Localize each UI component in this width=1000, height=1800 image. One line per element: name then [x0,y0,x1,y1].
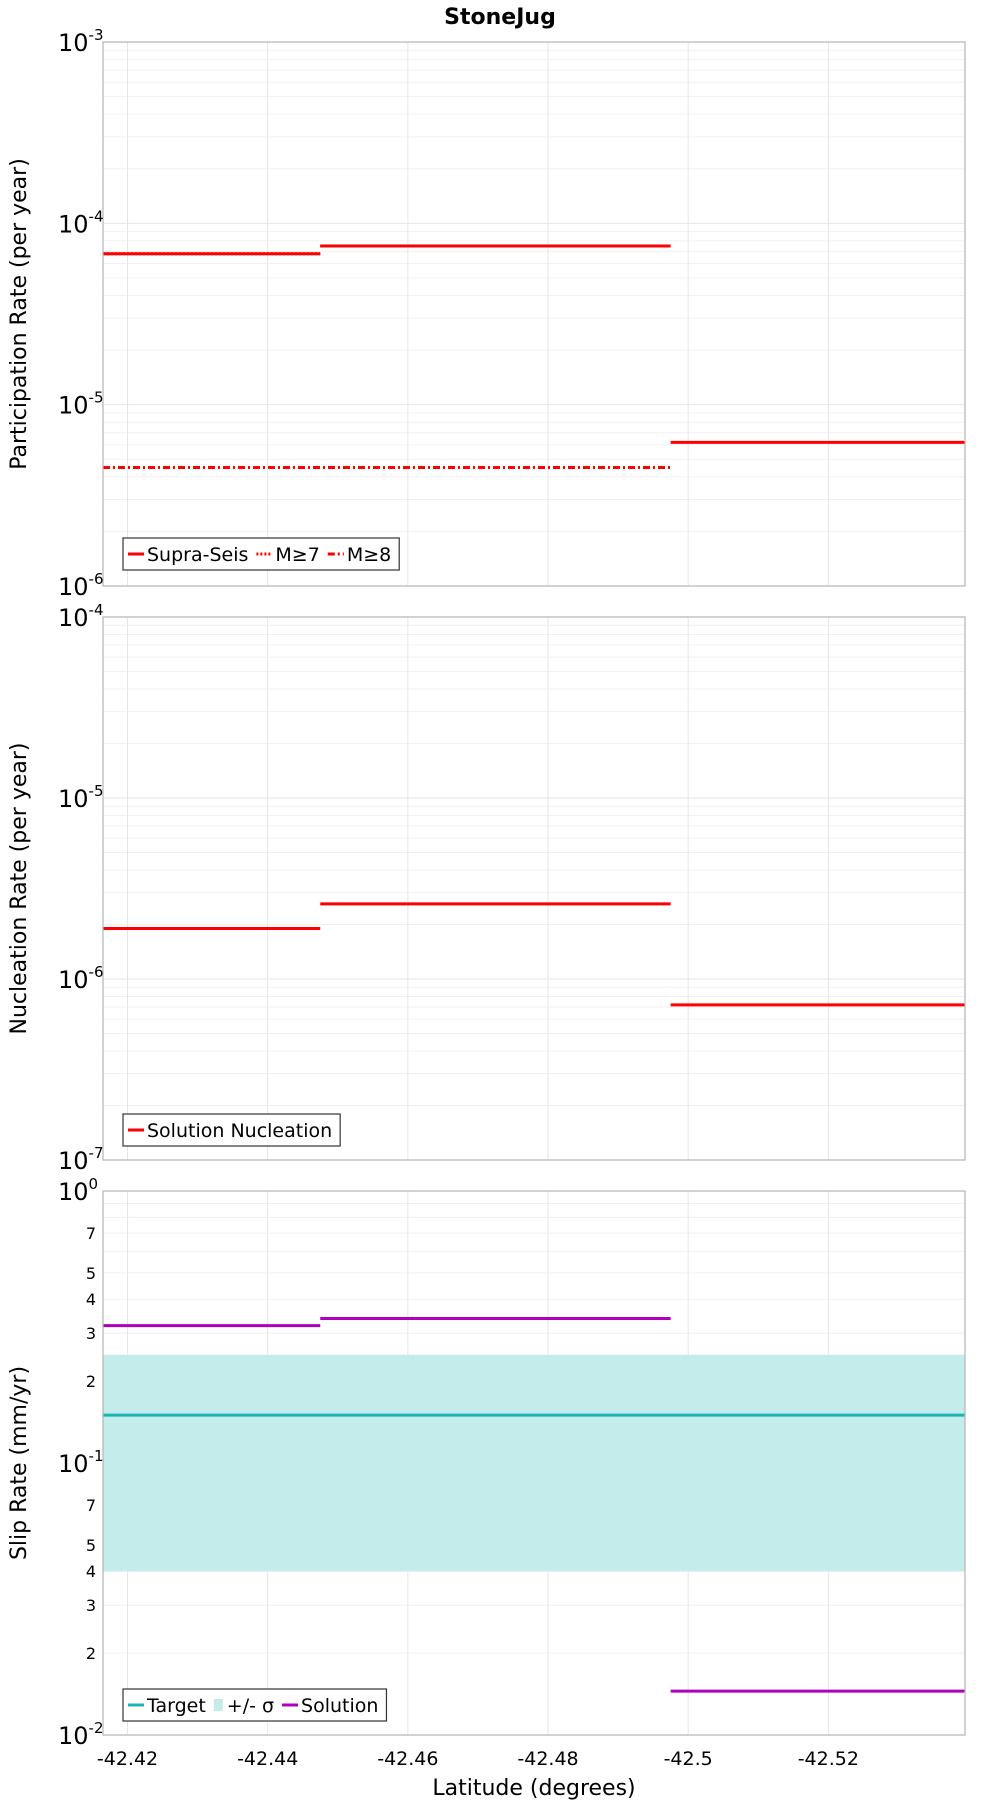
y-tick-label: 10-1 [58,1447,104,1478]
y-minor-tick-label: 3 [86,1596,96,1615]
y-tick-label: 10-6 [58,570,104,601]
x-tick-label: -42.46 [377,1748,438,1770]
legend-entry: Supra-Seis [147,544,248,566]
y-minor-tick-label: 4 [86,1290,96,1309]
y-axis-label: Nucleation Rate (per year) [7,743,32,1035]
legend-entry: Target [146,1695,206,1717]
panel-3: 10-2 10-1 100 2 3 4 5 7 2 3 4 5 7 Slip Rate (mm/yr) -4… [7,1175,966,1800]
legend-swatch [213,1699,223,1711]
y-tick-label: 10-7 [58,1144,104,1175]
y-minor-tick-label: 5 [86,1536,96,1555]
y-tick-label: 100 [58,1175,98,1206]
legend: Supra-Seis M≥7 M≥8 [122,537,400,571]
x-tick-label: -42.48 [517,1748,578,1770]
plot-frame [102,616,966,1161]
y-minor-tick-label: 7 [86,1496,96,1515]
legend-entry: M≥8 [347,544,391,566]
y-minor-tick-label: 7 [86,1224,96,1243]
x-tick-label: -42.5 [664,1748,713,1770]
plot-frame [102,41,966,587]
y-tick-label: 10-4 [58,207,104,238]
y-tick-label: 10-2 [58,1719,104,1750]
y-minor-tick-label: 2 [86,1644,96,1663]
chart-title: StoneJug [444,5,556,30]
sigma-band [103,1354,965,1572]
legend-entry: +/- σ [227,1695,274,1717]
legend-entry: Solution Nucleation [147,1120,332,1142]
y-axis-label: Slip Rate (mm/yr) [7,1366,32,1560]
y-tick-label: 10-4 [58,601,104,632]
y-minor-tick-label: 4 [86,1562,96,1581]
x-tick-label: -42.52 [798,1748,859,1770]
y-minor-tick-label: 5 [86,1264,96,1283]
x-tick-label: -42.44 [237,1748,298,1770]
y-minor-tick-label: 2 [86,1372,96,1391]
legend-box [122,1688,388,1722]
x-tick-label: -42.42 [97,1748,158,1770]
panel-1: 10-6 10-5 10-4 10-3 Participation Rate (per … [7,26,966,601]
x-axis-label: Latitude (degrees) [432,1776,635,1800]
legend: Target +/- σ Solution [122,1688,388,1722]
y-tick-label: 10-6 [58,963,104,994]
legend-box [122,1113,341,1147]
panel-2: 10-7 10-6 10-5 10-4 Nucleation Rate (per yea… [7,601,966,1175]
y-minor-tick-label: 3 [86,1324,96,1343]
chart-panels: 10-6 10-5 10-4 10-3 Participation Rate (per … [7,26,966,1800]
y-axis-label: Participation Rate (per year) [7,158,32,470]
legend-entry: M≥7 [275,544,319,566]
y-tick-label: 10-5 [58,782,104,813]
y-tick-label: 10-5 [58,389,104,420]
plot-frame [102,1190,966,1736]
y-tick-label: 10-3 [58,26,104,57]
legend: Solution Nucleation [122,1113,341,1147]
legend-entry: Solution [301,1695,378,1717]
